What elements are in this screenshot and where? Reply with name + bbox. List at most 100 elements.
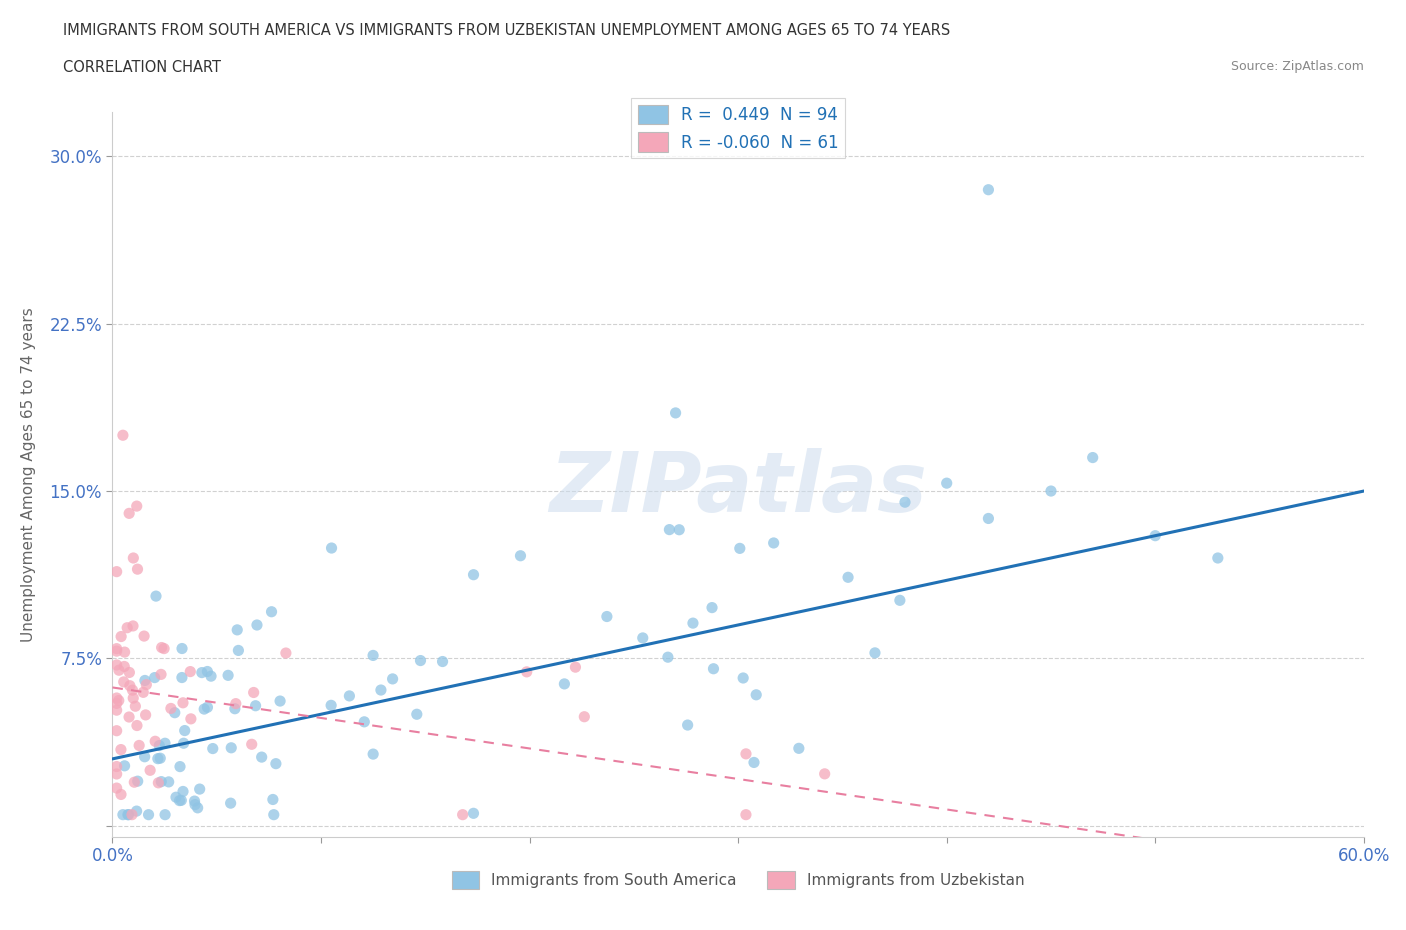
Point xyxy=(787,741,810,756)
Point xyxy=(150,640,173,655)
Point xyxy=(125,718,148,733)
Point xyxy=(172,784,194,799)
Point xyxy=(105,703,128,718)
Point xyxy=(187,801,209,816)
Point xyxy=(134,750,156,764)
Point xyxy=(121,683,143,698)
Point xyxy=(742,755,765,770)
Point xyxy=(149,751,172,765)
Point xyxy=(188,781,211,796)
Point xyxy=(127,562,149,577)
Point xyxy=(165,790,187,804)
Point xyxy=(263,807,285,822)
Point xyxy=(1144,528,1167,543)
Text: CORRELATION CHART: CORRELATION CHART xyxy=(63,60,221,75)
Point xyxy=(169,793,191,808)
Point xyxy=(108,663,131,678)
Point xyxy=(105,724,128,738)
Point xyxy=(269,694,291,709)
Point xyxy=(173,736,195,751)
Point xyxy=(114,758,136,773)
Y-axis label: Unemployment Among Ages 65 to 74 years: Unemployment Among Ages 65 to 74 years xyxy=(21,307,35,642)
Point xyxy=(361,747,384,762)
Point xyxy=(702,661,724,676)
Point xyxy=(148,776,170,790)
Point xyxy=(219,740,242,755)
Point xyxy=(217,668,239,683)
Point xyxy=(553,676,575,691)
Point xyxy=(728,541,751,556)
Point xyxy=(894,495,917,510)
Point xyxy=(169,759,191,774)
Point xyxy=(153,641,176,656)
Point xyxy=(170,671,193,685)
Point xyxy=(160,701,183,716)
Point xyxy=(105,780,128,795)
Point xyxy=(191,665,214,680)
Point xyxy=(143,734,166,749)
Point xyxy=(110,742,132,757)
Point xyxy=(135,708,157,723)
Point xyxy=(509,549,531,564)
Point xyxy=(863,645,886,660)
Point xyxy=(240,737,263,751)
Point xyxy=(361,648,384,663)
Point xyxy=(837,570,859,585)
Point xyxy=(242,685,264,700)
Point xyxy=(321,698,343,712)
Point xyxy=(225,697,247,711)
Point xyxy=(353,714,375,729)
Point xyxy=(172,696,194,711)
Point xyxy=(135,677,157,692)
Point xyxy=(274,645,297,660)
Point xyxy=(125,804,148,818)
Point xyxy=(112,674,135,689)
Point xyxy=(745,687,768,702)
Point xyxy=(977,511,1000,525)
Point xyxy=(245,698,267,713)
Point xyxy=(432,654,454,669)
Point xyxy=(631,631,654,645)
Point xyxy=(762,536,785,551)
Text: Source: ZipAtlas.com: Source: ZipAtlas.com xyxy=(1230,60,1364,73)
Point xyxy=(121,807,143,822)
Point xyxy=(197,700,219,715)
Point xyxy=(977,182,1000,197)
Point xyxy=(110,629,132,644)
Point xyxy=(110,787,132,802)
Point xyxy=(145,589,167,604)
Point xyxy=(170,793,193,808)
Point xyxy=(219,796,242,811)
Point xyxy=(143,671,166,685)
Point xyxy=(148,738,170,753)
Point xyxy=(138,807,160,822)
Point xyxy=(118,665,141,680)
Point xyxy=(735,747,758,762)
Point xyxy=(118,678,141,693)
Point xyxy=(564,659,586,674)
Point xyxy=(157,775,180,790)
Point xyxy=(105,658,128,672)
Point xyxy=(735,807,758,822)
Point xyxy=(381,671,404,686)
Point xyxy=(321,540,343,555)
Point xyxy=(118,506,141,521)
Point xyxy=(139,763,162,777)
Point xyxy=(250,750,273,764)
Point xyxy=(451,807,474,822)
Point xyxy=(370,683,392,698)
Point xyxy=(463,806,485,821)
Point xyxy=(226,622,249,637)
Point xyxy=(657,650,679,665)
Point xyxy=(246,618,269,632)
Point xyxy=(224,701,246,716)
Point xyxy=(676,718,699,733)
Point xyxy=(405,707,427,722)
Point xyxy=(260,604,283,619)
Text: ZIPatlas: ZIPatlas xyxy=(550,448,927,529)
Point xyxy=(105,565,128,579)
Point xyxy=(574,710,596,724)
Text: IMMIGRANTS FROM SOUTH AMERICA VS IMMIGRANTS FROM UZBEKISTAN UNEMPLOYMENT AMONG A: IMMIGRANTS FROM SOUTH AMERICA VS IMMIGRA… xyxy=(63,23,950,38)
Point xyxy=(117,807,139,822)
Point xyxy=(114,644,136,659)
